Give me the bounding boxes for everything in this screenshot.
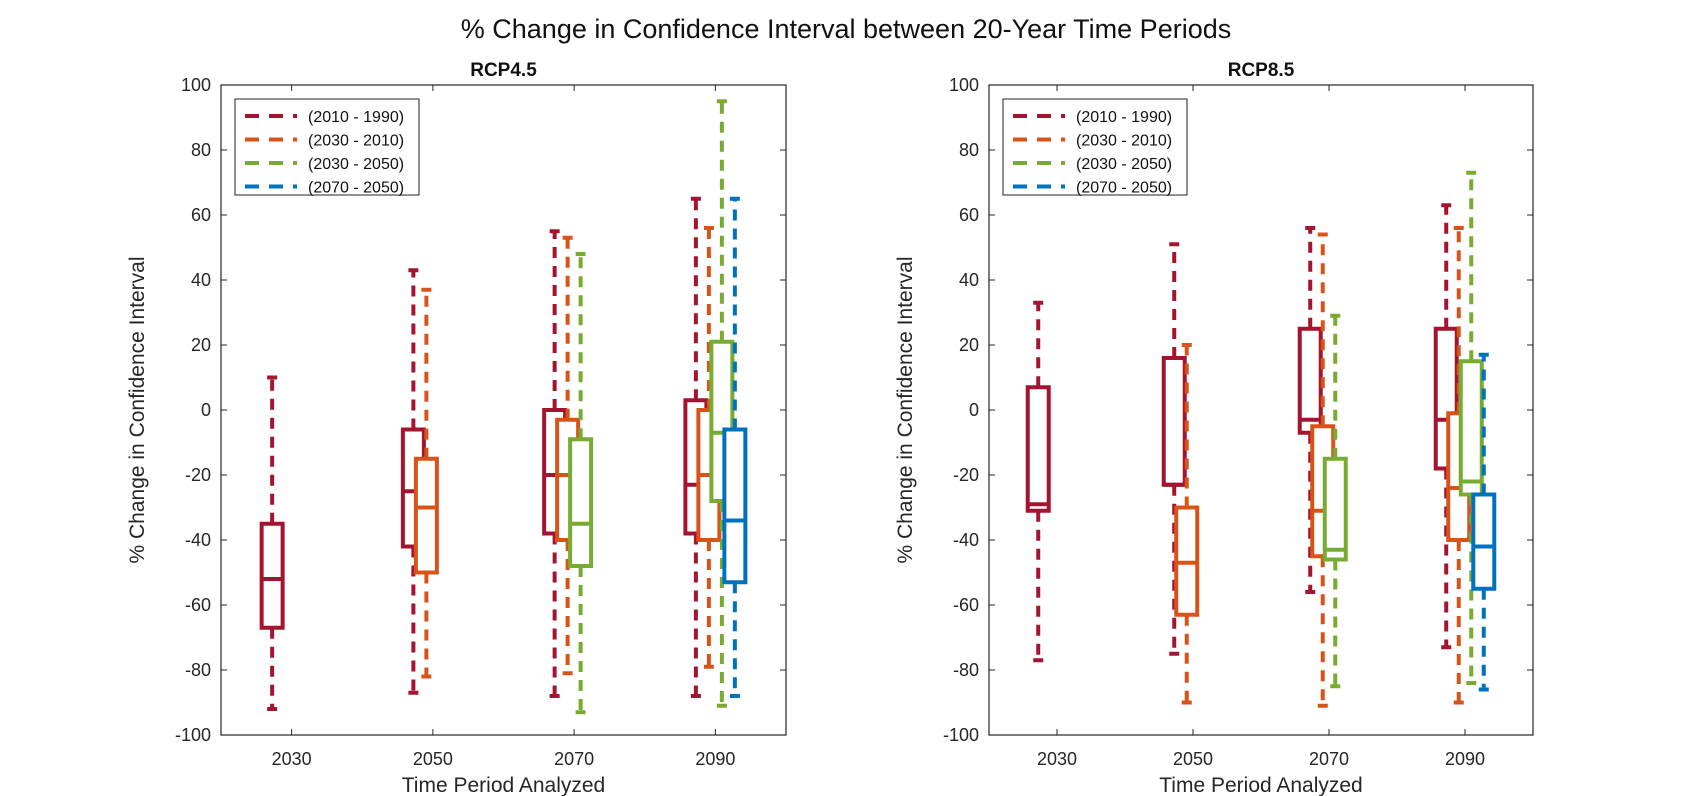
- legend-entry: (2030 - 2050): [308, 156, 404, 173]
- box-RCP8.5-2070-0: [1297, 226, 1323, 594]
- y-tick-label: 0: [969, 400, 979, 420]
- legend-entry: (2070 - 2050): [1076, 180, 1172, 197]
- legend-entry: (2010 - 1990): [1076, 109, 1172, 126]
- subplot-title: RCP4.5: [470, 60, 537, 81]
- box-RCP4.5-2090-3: [722, 196, 748, 698]
- iqr-box: [1458, 359, 1484, 497]
- y-tick-label: 0: [201, 400, 211, 420]
- legend-box: [1002, 98, 1188, 196]
- x-tick-label: 2030: [1037, 749, 1077, 769]
- iqr-box: [1471, 492, 1497, 591]
- y-tick-label: -60: [953, 595, 979, 615]
- box-RCP4.5-2090-2: [709, 99, 735, 708]
- y-tick-label: -80: [185, 660, 211, 680]
- legend-entry: (2030 - 2010): [1076, 133, 1172, 150]
- y-tick-label: 40: [959, 270, 979, 290]
- box-RCP8.5-2090-2: [1458, 170, 1484, 685]
- y-tick-label: 60: [959, 205, 979, 225]
- box-RCP8.5-2090-3: [1471, 352, 1497, 692]
- chart-panel-1: -100 -80 -60 -40 -20 0 20 40 60 80 100 2030 2050 2070…: [894, 60, 1534, 796]
- iqr-box: [568, 437, 594, 568]
- x-tick-label: 2050: [1173, 749, 1213, 769]
- x-tick-label: 2090: [695, 749, 735, 769]
- legend-entry: (2070 - 2050): [308, 180, 404, 197]
- y-tick-label: -20: [953, 465, 979, 485]
- x-tick-label: 2050: [413, 749, 453, 769]
- box-RCP4.5-2070-2: [568, 252, 594, 715]
- x-tick-label: 2090: [1445, 749, 1485, 769]
- box-RCP8.5-2030-0: [1025, 300, 1051, 663]
- legend: (2010 - 1990) (2030 - 2010) (2030 - 2050) (…: [234, 98, 420, 197]
- y-tick-label: 20: [959, 335, 979, 355]
- x-tick-label: 2070: [554, 749, 594, 769]
- y-tick-label: 40: [191, 270, 211, 290]
- iqr-box: [722, 427, 748, 585]
- box-RCP4.5-2030-0: [259, 375, 285, 711]
- legend-entry: (2030 - 2010): [308, 133, 404, 150]
- x-axis-label: Time Period Analyzed: [1159, 774, 1363, 796]
- legend: (2010 - 1990) (2030 - 2010) (2030 - 2050) (…: [1002, 98, 1188, 197]
- x-axis-label: Time Period Analyzed: [402, 774, 606, 796]
- iqr-box: [1161, 356, 1187, 487]
- iqr-box: [1297, 326, 1323, 435]
- y-tick-label: 100: [949, 75, 979, 95]
- box-RCP8.5-2070-2: [1322, 313, 1348, 689]
- y-axis-label: % Change in Confidence Interval: [894, 256, 917, 563]
- box-RCP4.5-2050-1: [413, 287, 439, 679]
- y-tick-label: -40: [185, 530, 211, 550]
- y-axis-label: % Change in Confidence Interval: [126, 256, 149, 563]
- y-tick-label: 80: [191, 140, 211, 160]
- legend-entry: (2030 - 2050): [1076, 156, 1172, 173]
- iqr-box: [259, 521, 285, 630]
- y-tick-label: 80: [959, 140, 979, 160]
- y-tick-label: -40: [953, 530, 979, 550]
- box-RCP8.5-2050-0: [1161, 242, 1187, 656]
- figure-title: % Change in Confidence Interval between …: [460, 14, 1232, 44]
- y-tick-label: -80: [953, 660, 979, 680]
- y-tick-label: -100: [175, 725, 211, 745]
- iqr-box: [1025, 385, 1051, 513]
- subplot-title: RCP8.5: [1228, 60, 1295, 81]
- legend-box: [234, 98, 420, 196]
- box-RCP8.5-2050-1: [1174, 343, 1200, 705]
- x-tick-label: 2030: [272, 749, 312, 769]
- y-tick-label: 20: [191, 335, 211, 355]
- y-tick-label: 60: [191, 205, 211, 225]
- y-tick-label: -60: [185, 595, 211, 615]
- x-tick-label: 2070: [1309, 749, 1349, 769]
- y-tick-label: -20: [185, 465, 211, 485]
- chart-panel-0: -100 -80 -60 -40 -20 0 20 40 60 80 100 2030 2050 2070…: [126, 60, 787, 796]
- legend-entry: (2010 - 1990): [308, 109, 404, 126]
- y-tick-label: -100: [943, 725, 979, 745]
- iqr-box: [1322, 456, 1348, 562]
- y-tick-label: 100: [181, 75, 211, 95]
- iqr-box: [413, 456, 439, 575]
